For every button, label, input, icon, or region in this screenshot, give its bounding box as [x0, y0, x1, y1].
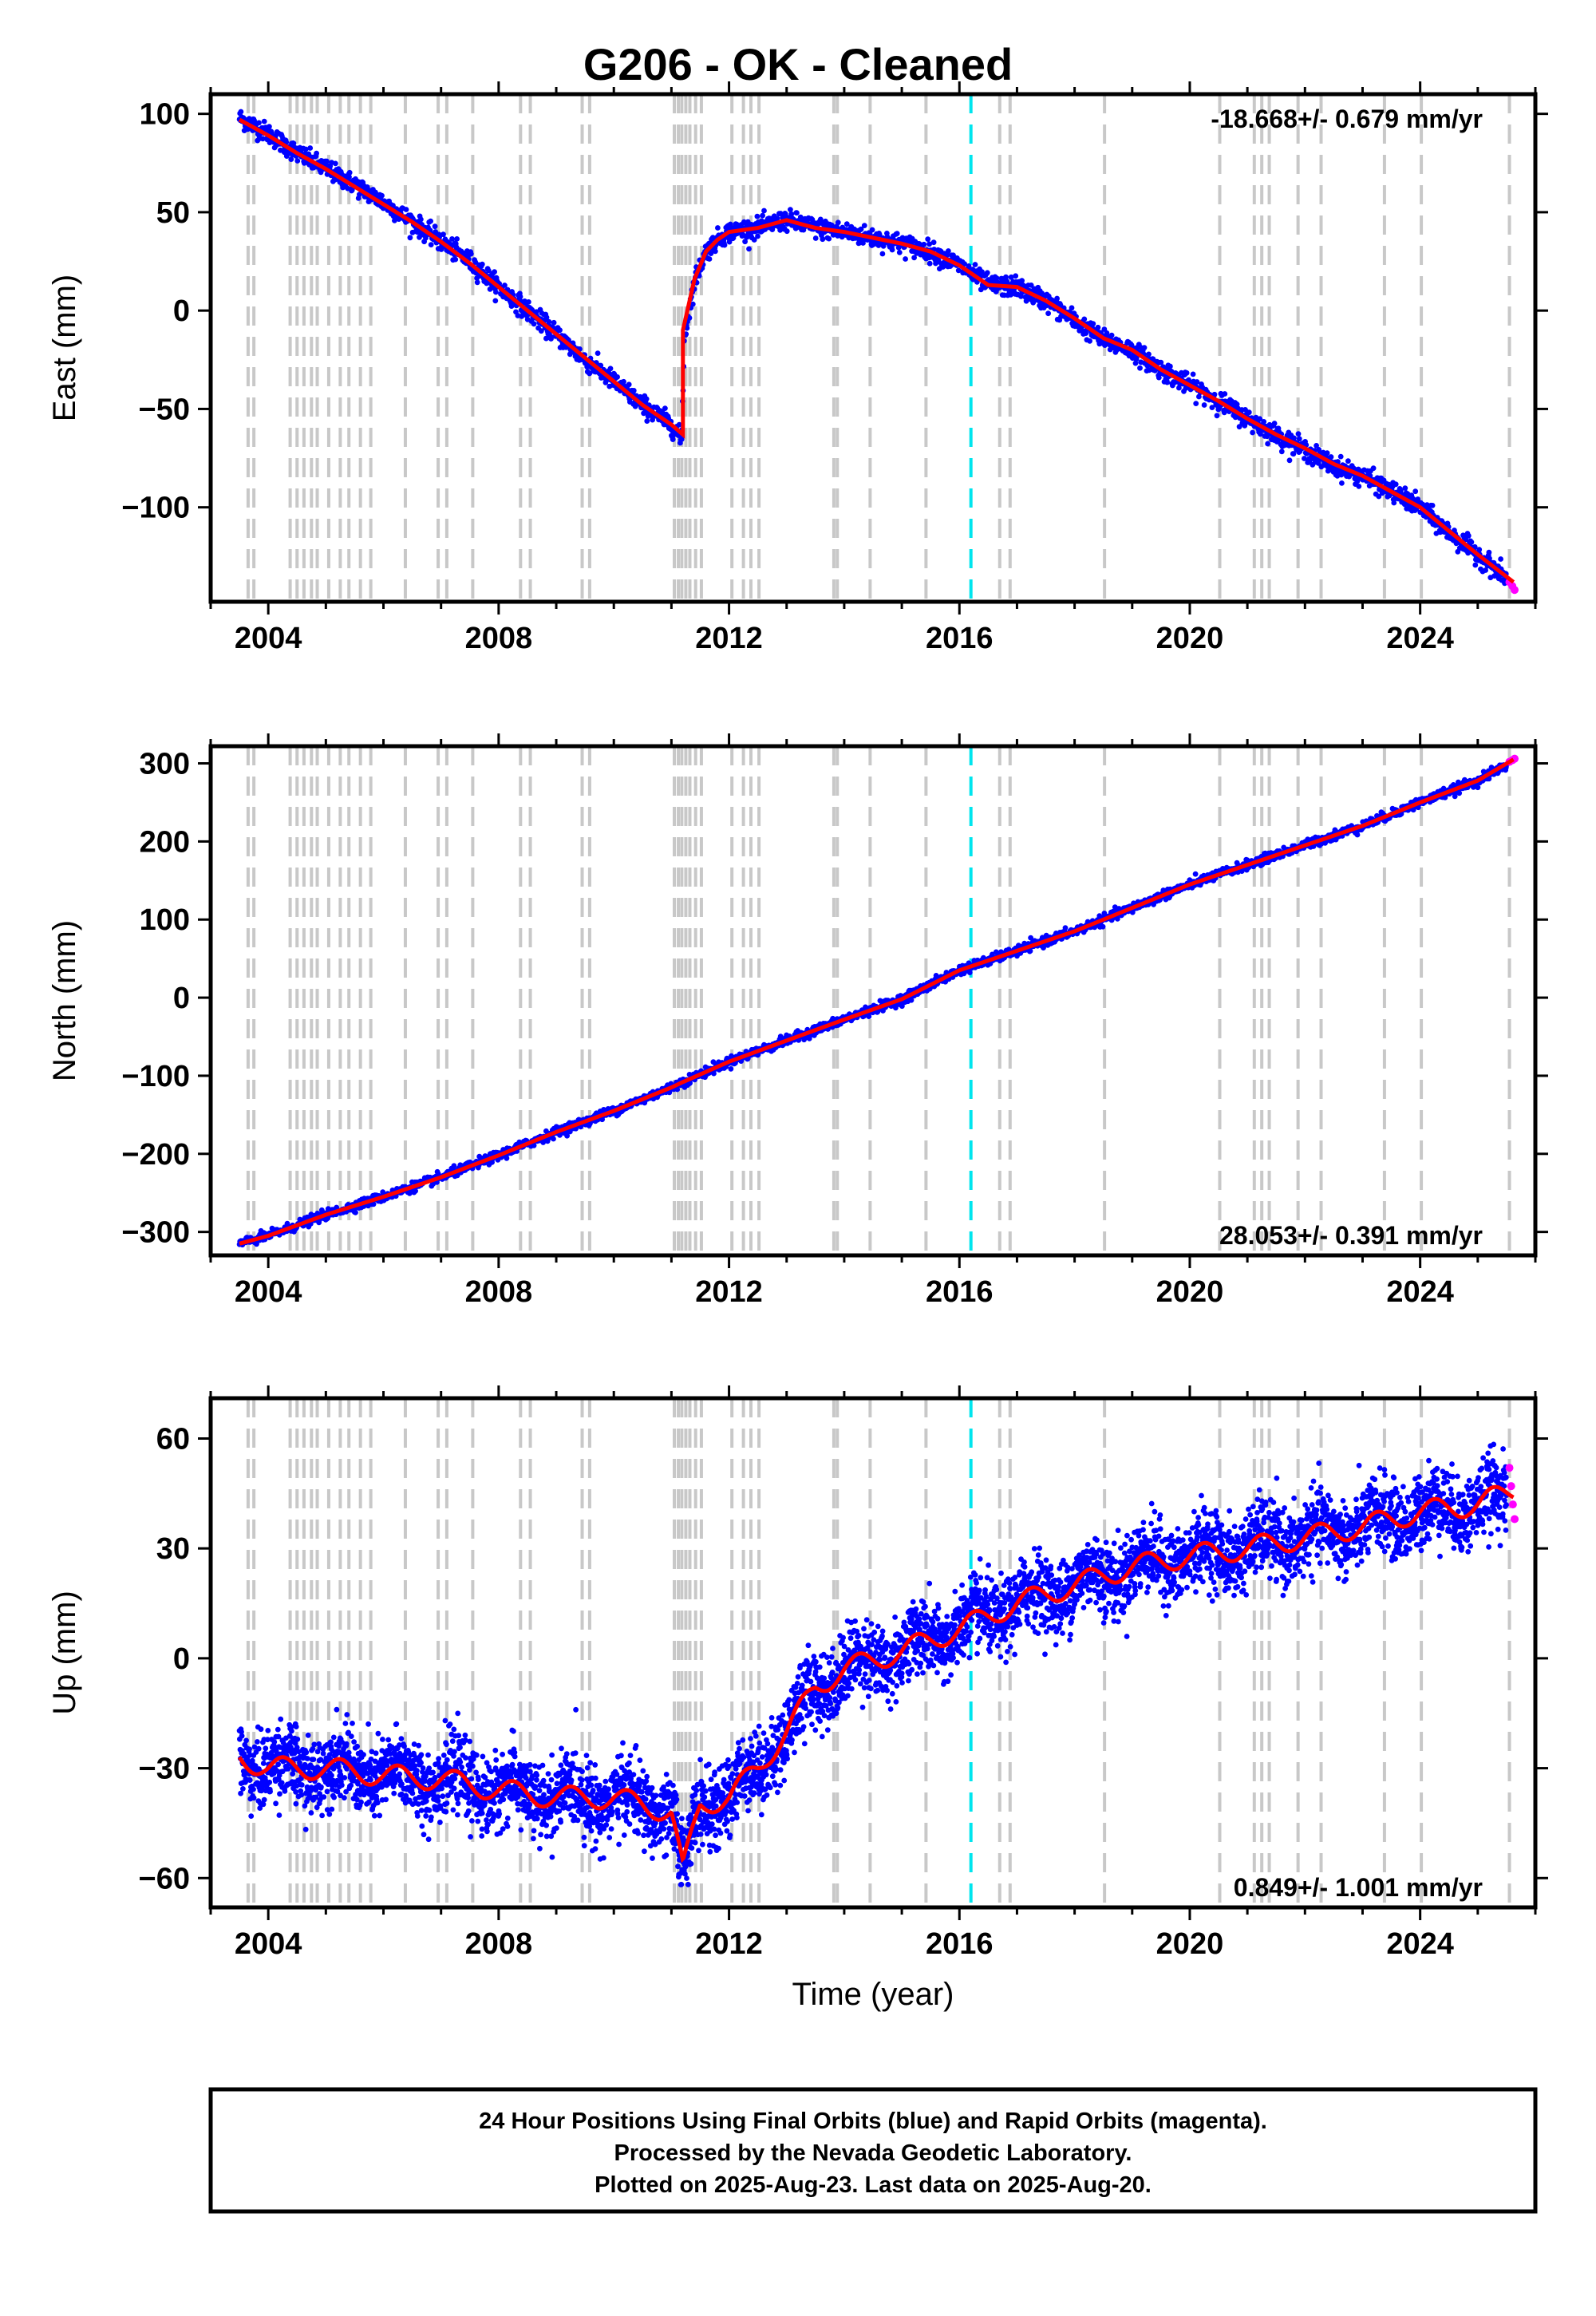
y-tick-label: 0 [173, 982, 190, 1015]
y-tick-label: −200 [121, 1138, 190, 1172]
y-tick-label: −30 [139, 1753, 190, 1786]
up-data [236, 1441, 1519, 1887]
y-tick-label: 300 [140, 748, 190, 781]
y-tick-label: −50 [139, 393, 190, 426]
north-event-lines [246, 746, 1511, 1255]
x-tick-label: 2024 [1386, 622, 1454, 655]
x-tick-label: 2016 [926, 1275, 994, 1309]
x-tick-label: 2016 [926, 1927, 994, 1961]
up-event-lines [246, 1398, 1511, 1907]
x-tick-label: 2012 [695, 1927, 763, 1961]
y-tick-label: 100 [140, 903, 190, 937]
rapid-orbit-point [1508, 1500, 1517, 1509]
east-velocity-label: -18.668+/- 0.679 mm/yr [1211, 105, 1483, 133]
y-tick-label: 50 [156, 196, 190, 230]
x-tick-label: 2020 [1156, 1275, 1224, 1309]
y-tick-label: 200 [140, 825, 190, 859]
rapid-orbit-point [1507, 1482, 1515, 1491]
up-plot-frame [208, 1396, 1538, 1910]
up-velocity-label: 0.849+/- 1.001 mm/yr [1234, 1873, 1483, 1902]
y-tick-label: 0 [173, 1642, 190, 1676]
y-tick-label: −60 [139, 1862, 190, 1895]
x-tick-label: 2020 [1156, 622, 1224, 655]
x-tick-label: 2024 [1386, 1275, 1454, 1309]
north-panel: 2004 2008 2012 2016 2020 2024 300 200 100 0 −100 −2… [47, 733, 1548, 1309]
y-tick-label: −100 [121, 492, 190, 525]
x-tick-label: 2012 [695, 622, 763, 655]
x-tick-label: 2020 [1156, 1927, 1224, 1961]
footer-line-2: Processed by the Nevada Geodetic Laborat… [614, 2140, 1132, 2166]
footer-frame [208, 2087, 1538, 2214]
y-tick-label: 0 [173, 294, 190, 328]
footer-box: 24 Hour Positions Using Final Orbits (bl… [208, 2087, 1538, 2214]
figure-title: G206 - OK - Cleaned [583, 39, 1013, 89]
y-tick-label: 60 [156, 1422, 190, 1456]
up-model-fit-line [237, 1484, 1515, 1863]
up-panel: 2004 2008 2012 2016 2020 2024 60 30 0 −30 −60 Up (m… [47, 1385, 1548, 2012]
east-event-lines [246, 94, 1511, 602]
x-tick-label: 2004 [235, 1927, 302, 1961]
x-axis-label: Time (year) [792, 1977, 954, 2012]
east-model-fit-line [238, 117, 1515, 584]
x-tick-label: 2008 [465, 622, 533, 655]
north-plot-frame [208, 744, 1538, 1258]
north-velocity-label: 28.053+/- 0.391 mm/yr [1219, 1221, 1483, 1250]
x-tick-label: 2024 [1386, 1927, 1454, 1961]
east-data [236, 109, 1519, 595]
x-tick-label: 2016 [926, 622, 994, 655]
rapid-orbit-point [1511, 1515, 1519, 1524]
x-tick-label: 2008 [465, 1275, 533, 1309]
east-plot-frame [208, 92, 1538, 604]
y-tick-label: 100 [140, 98, 190, 132]
y-tick-label: 30 [156, 1532, 190, 1566]
east-panel: 2004 2008 2012 2016 2020 2024 100 50 0 −50 −100 Eas… [47, 81, 1548, 655]
y-tick-label: −100 [121, 1060, 190, 1093]
rapid-orbit-point [1505, 1464, 1514, 1472]
rapid-orbit-point [1511, 586, 1519, 595]
x-tick-label: 2004 [235, 1275, 302, 1309]
x-tick-label: 2004 [235, 622, 302, 655]
y-tick-label: −300 [121, 1216, 190, 1250]
north-y-axis-label: North (mm) [47, 920, 82, 1081]
x-tick-label: 2012 [695, 1275, 763, 1309]
east-y-axis-label: East (mm) [47, 275, 82, 421]
north-model-fit-line [239, 757, 1515, 1246]
north-data [236, 754, 1519, 1248]
up-y-axis-label: Up (mm) [47, 1591, 82, 1715]
x-tick-label: 2008 [465, 1927, 533, 1961]
footer-line-1: 24 Hour Positions Using Final Orbits (bl… [479, 2109, 1267, 2134]
footer-line-3: Plotted on 2025-Aug-23. Last data on 202… [595, 2172, 1152, 2198]
